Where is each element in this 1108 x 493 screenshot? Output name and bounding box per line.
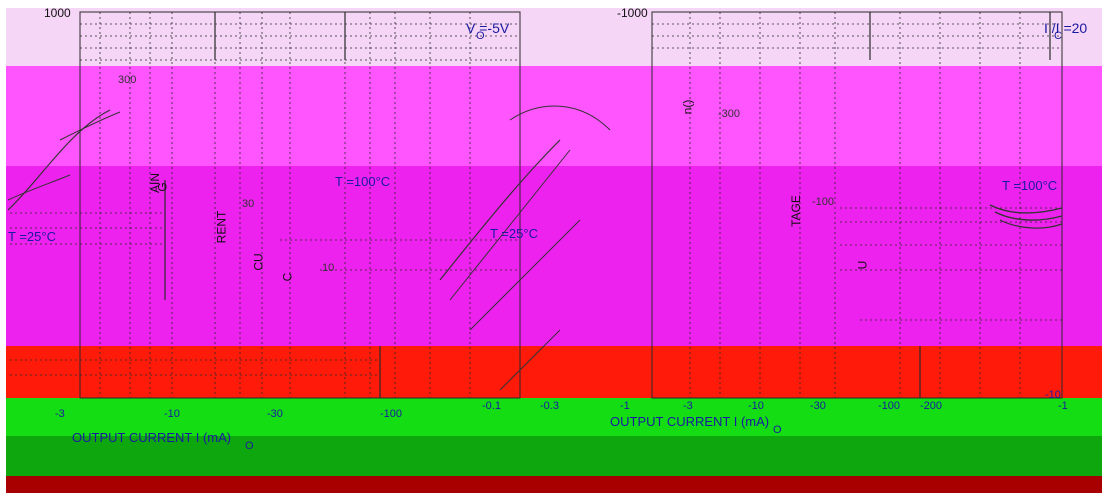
left-series-curve-3 xyxy=(7,174,71,201)
left-chart-y-tick-10: 10 xyxy=(322,262,335,274)
right-chart-x-tick-5: -10 xyxy=(748,400,764,412)
band-dark-red xyxy=(6,476,1102,493)
left-chart-major-v xyxy=(164,12,381,398)
right-chart-x-tick-8: -200 xyxy=(920,400,943,412)
left-chart-hgrid xyxy=(10,23,520,376)
left-chart-frame xyxy=(79,11,521,399)
left-chart-x-tick-2: -10 xyxy=(164,408,180,420)
band-red xyxy=(6,346,1102,398)
left-series-curve-4 xyxy=(439,139,561,281)
band-green xyxy=(6,398,1102,436)
left-series-curve-2 xyxy=(59,111,121,141)
right-chart-x-tick-6: -30 xyxy=(810,400,826,412)
left-xlabel-subscript: O xyxy=(245,440,254,452)
right-series-curve-1 xyxy=(989,204,1063,214)
band-light-pink xyxy=(6,8,1102,66)
left-chart-series-label-1: T =100°C xyxy=(335,174,391,189)
left-chart-ylabel-frag-4: CU xyxy=(251,253,266,271)
right-chart-vgrid xyxy=(689,12,1021,398)
right-chart-y-tick-300: -300 xyxy=(718,108,741,120)
right-xlabel-subscript: O xyxy=(773,424,782,436)
right-chart-ylabel-frag-1: n() xyxy=(680,99,695,115)
right-chart-hgrid xyxy=(652,23,1062,321)
right-chart-ylabel-frag-3: U xyxy=(855,260,870,270)
left-annotation-subscript: O xyxy=(476,30,485,42)
band-green-dark xyxy=(6,436,1102,476)
right-chart-x-tick-1: -0.1 xyxy=(482,400,501,412)
left-chart-x-tick-1: -3 xyxy=(55,408,65,420)
left-series-curve-7 xyxy=(499,329,561,391)
right-chart-right-tick-1: -10 xyxy=(1045,389,1061,401)
left-chart-xlabel: OUTPUT CURRENT I (mA) xyxy=(72,430,232,445)
right-chart xyxy=(509,11,1063,399)
left-chart-ylabel-frag-3: RENT xyxy=(214,210,229,244)
left-series-curve-6 xyxy=(469,219,581,331)
left-chart xyxy=(7,11,581,399)
right-annotation-subscript: C xyxy=(1054,30,1062,42)
right-chart-xlabel: OUTPUT CURRENT I (mA) xyxy=(610,414,770,429)
left-chart-x-tick-4: -100 xyxy=(380,408,403,420)
left-chart-series-label-3: T =25°C xyxy=(490,226,538,241)
left-chart-series-label-2: T =25°C xyxy=(8,229,56,244)
left-chart-annotation: V =-5V xyxy=(466,20,510,36)
right-series-curve-3 xyxy=(999,219,1063,229)
right-chart-x-tick-3: -1 xyxy=(620,400,630,412)
right-chart-x-tick-4: -3 xyxy=(683,400,693,412)
right-chart-frame xyxy=(651,11,1063,399)
right-chart-annotation: I /I =20 xyxy=(1044,20,1088,36)
right-chart-right-tick-2: -1 xyxy=(1058,400,1068,412)
right-chart-y-tick-100: -100 xyxy=(812,196,835,208)
band-magenta xyxy=(6,66,1102,166)
right-chart-ylabel-frag-2: TAGE xyxy=(788,195,803,227)
band-magenta-dark xyxy=(6,166,1102,346)
right-chart-series-label-1: T =100°C xyxy=(1002,178,1058,193)
left-chart-vgrid xyxy=(99,12,471,398)
left-chart-y-tick-30: 30 xyxy=(242,198,255,210)
right-series-curve-2 xyxy=(994,211,1063,221)
right-chart-major-v xyxy=(869,12,1051,398)
right-series-curve-4 xyxy=(509,105,611,131)
left-chart-y-tick-300: 300 xyxy=(118,74,137,86)
right-chart-y-tick-top: -1000 xyxy=(617,6,648,20)
left-chart-y-tick-top: 1000 xyxy=(44,6,71,20)
left-series-curve-5 xyxy=(449,149,571,301)
left-series-curve-1 xyxy=(7,109,111,211)
left-chart-ylabel-frag-2: G xyxy=(155,182,170,192)
left-chart-ylabel-frag-5: C xyxy=(280,272,295,282)
left-chart-x-tick-3: -30 xyxy=(267,408,283,420)
right-chart-x-tick-2: -0.3 xyxy=(540,400,559,412)
right-chart-x-tick-7: -100 xyxy=(878,400,901,412)
